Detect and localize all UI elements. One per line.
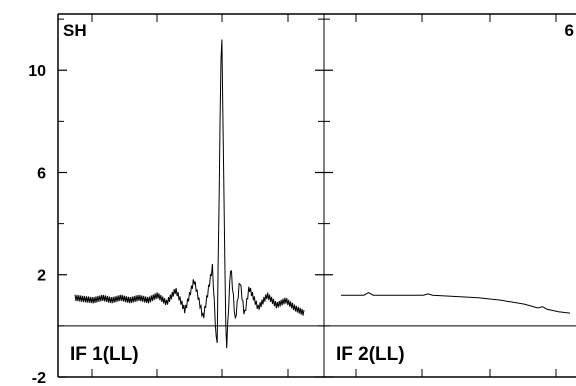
series-line-1 xyxy=(74,39,305,349)
panel-label-2: IF 2(LL) xyxy=(336,344,405,365)
panel-label-1: IF 1(LL) xyxy=(70,344,139,365)
corner-number: 6 xyxy=(565,21,574,40)
y-tick-label: 10 xyxy=(28,63,46,80)
y-tick-label: 2 xyxy=(37,268,46,285)
series-line-2 xyxy=(341,292,571,314)
y-tick-label: -2 xyxy=(32,370,46,386)
y-tick-label: 6 xyxy=(37,165,46,182)
corner-label: SH xyxy=(63,21,87,40)
